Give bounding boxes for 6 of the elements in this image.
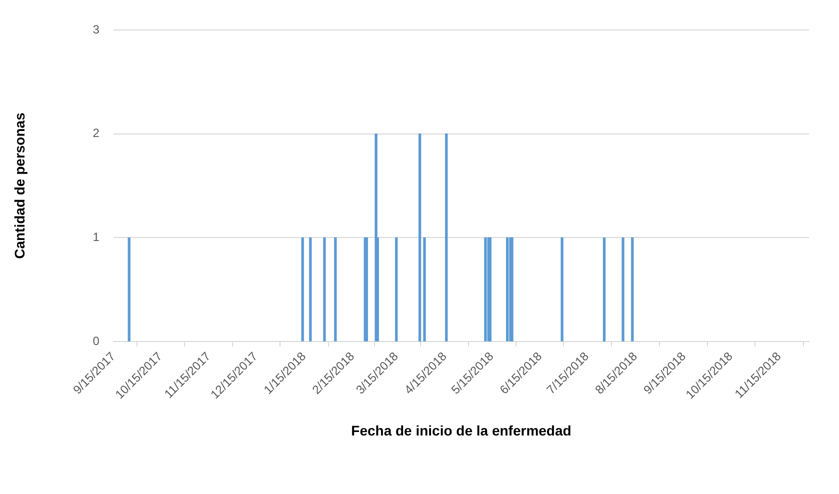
x-axis-title: Fecha de inicio de la enfermedad: [351, 422, 572, 438]
y-tick-label: 1: [92, 230, 100, 244]
y-tick-label: 2: [92, 126, 100, 140]
y-tick-label: 0: [92, 334, 100, 348]
y-axis-title: Cantidad de personas: [11, 112, 28, 259]
y-tick-label: 3: [92, 22, 100, 36]
